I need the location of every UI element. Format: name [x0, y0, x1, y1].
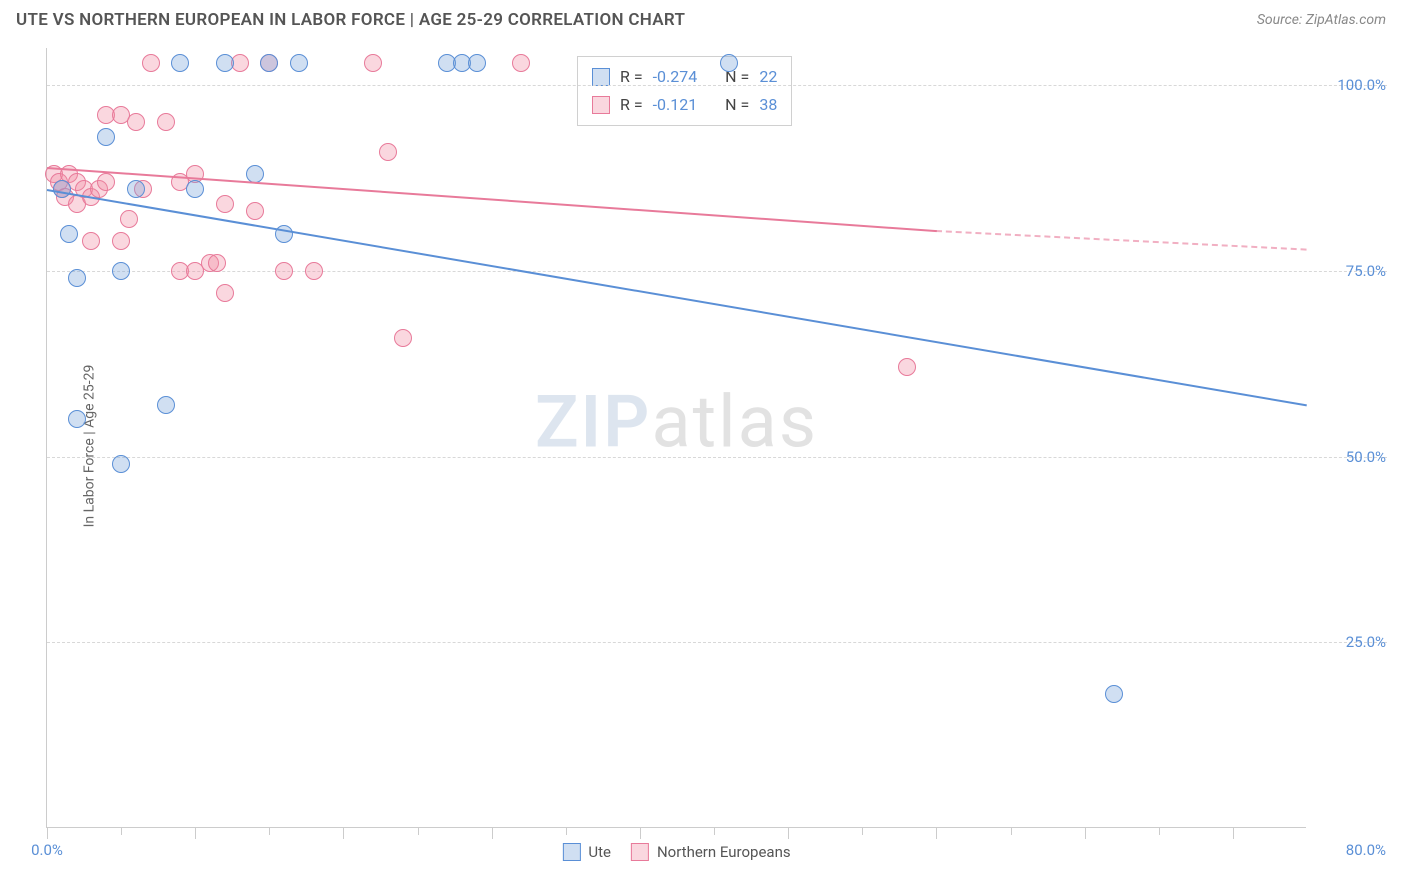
scatter-point-ne — [216, 195, 234, 213]
scatter-point-ne — [208, 254, 226, 272]
chart-header: UTE VS NORTHERN EUROPEAN IN LABOR FORCE … — [0, 0, 1406, 36]
legend-swatch-ne-icon — [631, 843, 649, 861]
scatter-point-ne — [97, 173, 115, 191]
xtick-major — [640, 827, 641, 839]
trendline-ne-dashed — [936, 230, 1307, 251]
gridline — [47, 457, 1387, 458]
scatter-point-ne — [305, 262, 323, 280]
scatter-point-ute — [186, 180, 204, 198]
scatter-point-ne — [120, 210, 138, 228]
scatter-point-ute — [468, 54, 486, 72]
xtick-major — [788, 827, 789, 839]
scatter-point-ute — [275, 225, 293, 243]
scatter-point-ute — [1105, 685, 1123, 703]
legend-label-ne: Northern Europeans — [657, 843, 791, 861]
scatter-point-ne — [246, 202, 264, 220]
ytick-label: 25.0% — [1316, 633, 1386, 651]
xtick-minor — [862, 827, 863, 835]
legend-item-ne: Northern Europeans — [631, 843, 791, 861]
scatter-point-ne — [112, 232, 130, 250]
xtick-minor — [1011, 827, 1012, 835]
xtick-minor — [566, 827, 567, 835]
scatter-point-ute — [97, 128, 115, 146]
legend-swatch-ute — [592, 68, 610, 86]
watermark-zip: ZIP — [535, 379, 651, 464]
scatter-point-ute — [68, 410, 86, 428]
xtick-major — [936, 827, 937, 839]
trendline-ne — [47, 167, 937, 232]
source-attribution: Source: ZipAtlas.com — [1257, 12, 1386, 28]
n-value-ne: 38 — [759, 91, 777, 119]
scatter-point-ne — [275, 262, 293, 280]
scatter-point-ute — [112, 262, 130, 280]
scatter-point-ute — [290, 54, 308, 72]
xtick-major — [1233, 827, 1234, 839]
scatter-point-ne — [898, 358, 916, 376]
r-label: R = — [620, 63, 643, 91]
scatter-point-ne — [142, 54, 160, 72]
gridline — [47, 85, 1387, 86]
legend-label-ute: Ute — [588, 843, 611, 861]
xtick-minor — [714, 827, 715, 835]
scatter-point-ne — [394, 329, 412, 347]
legend-row-ne: R = -0.121 N = 38 — [592, 91, 777, 119]
scatter-point-ute — [720, 54, 738, 72]
scatter-point-ne — [216, 284, 234, 302]
legend-swatch-ute-icon — [562, 843, 580, 861]
scatter-point-ute — [53, 180, 71, 198]
trendline-ute — [47, 189, 1307, 406]
scatter-point-ute — [68, 269, 86, 287]
ytick-label: 75.0% — [1316, 262, 1386, 280]
series-legend: Ute Northern Europeans — [562, 843, 790, 861]
chart-plot-area: ZIPatlas R = -0.274 N = 22 R = -0.121 N … — [46, 48, 1306, 828]
xtick-minor — [269, 827, 270, 835]
r-value-ne: -0.121 — [653, 91, 698, 119]
scatter-point-ute — [216, 54, 234, 72]
scatter-point-ne — [127, 113, 145, 131]
scatter-point-ute — [127, 180, 145, 198]
xtick-minor — [121, 827, 122, 835]
xtick-minor — [418, 827, 419, 835]
r-value-ute: -0.274 — [653, 63, 698, 91]
n-label: N = — [725, 91, 749, 119]
gridline — [47, 642, 1387, 643]
xtick-major — [1085, 827, 1086, 839]
legend-swatch-ne — [592, 96, 610, 114]
scatter-point-ute — [171, 54, 189, 72]
xtick-major — [343, 827, 344, 839]
ytick-label: 50.0% — [1316, 448, 1386, 466]
ytick-label: 100.0% — [1316, 76, 1386, 94]
xtick-major — [492, 827, 493, 839]
legend-item-ute: Ute — [562, 843, 611, 861]
xtick-label-left: 0.0% — [31, 841, 63, 859]
xtick-major — [47, 827, 48, 839]
n-value-ute: 22 — [759, 63, 777, 91]
scatter-point-ute — [60, 225, 78, 243]
scatter-point-ne — [82, 232, 100, 250]
scatter-point-ne — [379, 143, 397, 161]
xtick-label-right: 80.0% — [1316, 841, 1386, 859]
scatter-point-ute — [157, 396, 175, 414]
r-label: R = — [620, 91, 643, 119]
xtick-major — [195, 827, 196, 839]
legend-row-ute: R = -0.274 N = 22 — [592, 63, 777, 91]
xtick-minor — [1159, 827, 1160, 835]
scatter-point-ne — [512, 54, 530, 72]
scatter-point-ute — [260, 54, 278, 72]
correlation-legend: R = -0.274 N = 22 R = -0.121 N = 38 — [577, 56, 792, 126]
chart-title: UTE VS NORTHERN EUROPEAN IN LABOR FORCE … — [16, 10, 685, 30]
scatter-point-ute — [112, 455, 130, 473]
watermark: ZIPatlas — [535, 379, 818, 464]
watermark-atlas: atlas — [651, 379, 818, 464]
gridline — [47, 271, 1387, 272]
scatter-point-ne — [157, 113, 175, 131]
scatter-point-ne — [364, 54, 382, 72]
